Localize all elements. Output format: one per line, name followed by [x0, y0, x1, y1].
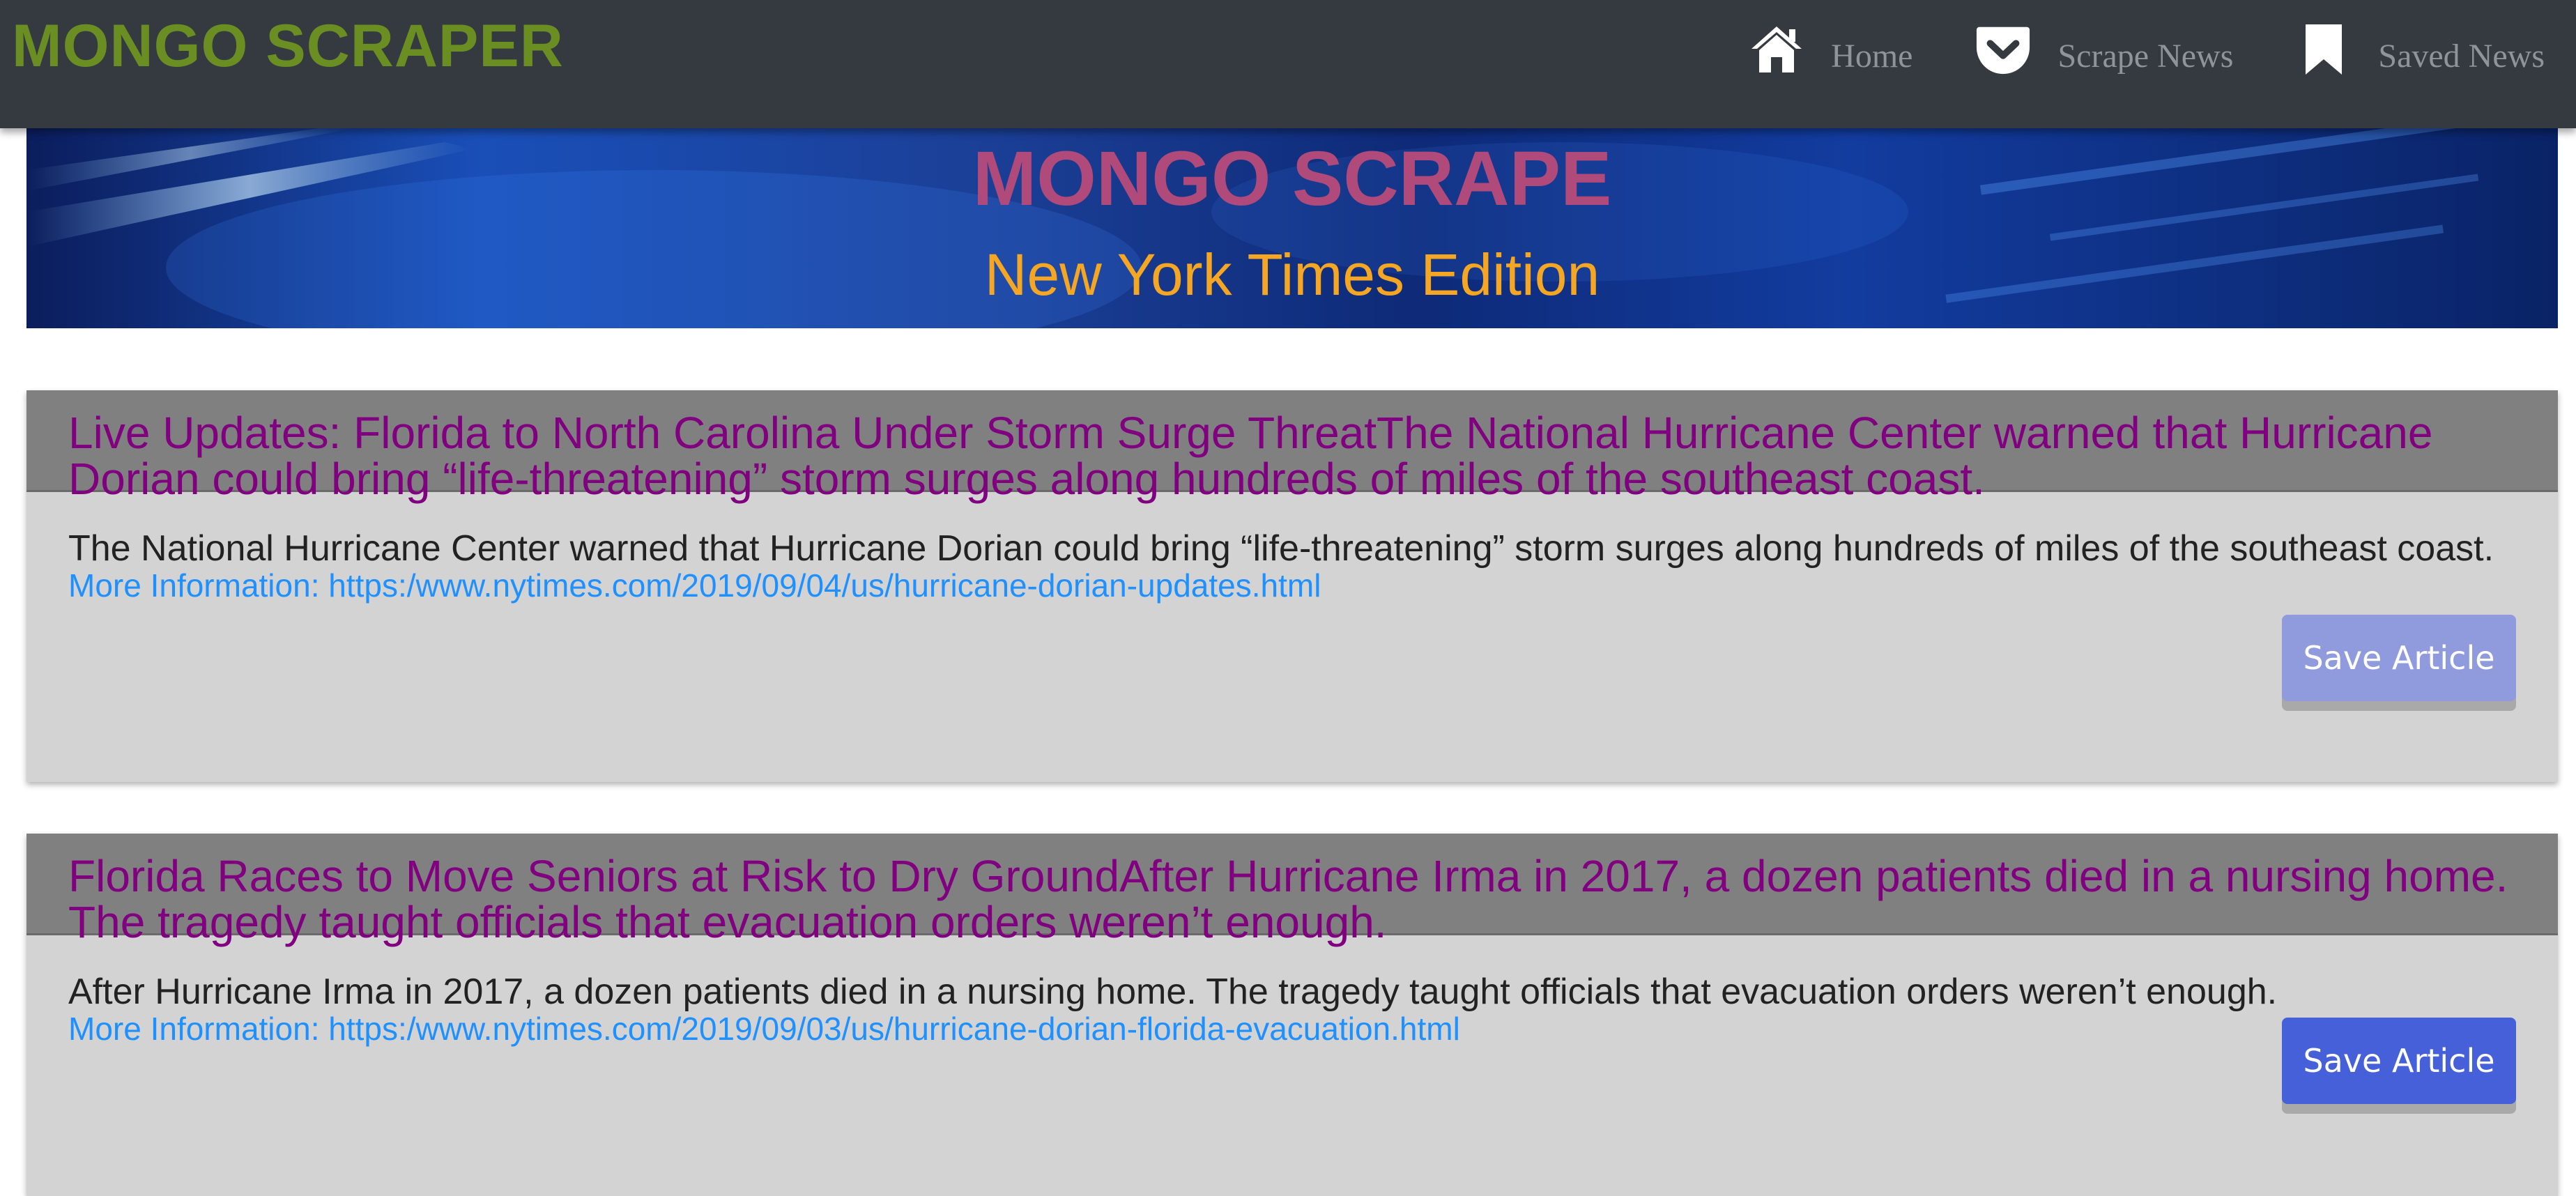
bookmark-icon [2296, 22, 2352, 77]
article-card-header: Florida Races to Move Seniors at Risk to… [26, 834, 2558, 945]
article-card: Live Updates: Florida to North Carolina … [26, 390, 2558, 782]
nav-label-scrape-news: Scrape News [2057, 37, 2234, 75]
nav-label-home: Home [1831, 37, 1913, 75]
article-card-header: Live Updates: Florida to North Carolina … [26, 390, 2558, 502]
hero-subtitle: New York Times Edition [984, 242, 1600, 307]
hero-title: MONGO SCRAPE [972, 136, 1612, 222]
nav-item-saved-news[interactable]: Saved News [2296, 22, 2545, 77]
article-link[interactable]: More Information: https:/www.nytimes.com… [68, 1011, 1460, 1047]
article-summary: After Hurricane Irma in 2017, a dozen pa… [68, 972, 2278, 1012]
article-title: Florida Races to Move Seniors at Risk to… [68, 851, 2508, 947]
article-card-body: The National Hurricane Center warned tha… [26, 492, 2558, 701]
pocket-icon [1975, 22, 2031, 77]
hero-banner: MONGO SCRAPE New York Times Edition [26, 128, 2558, 328]
article-title: Live Updates: Florida to North Carolina … [68, 408, 2433, 504]
nav-item-home[interactable]: Home [1749, 22, 1912, 77]
save-article-button[interactable]: Save Article [2282, 615, 2516, 701]
article-summary: The National Hurricane Center warned tha… [68, 528, 2494, 569]
nav-label-saved-news: Saved News [2378, 37, 2545, 75]
article-link[interactable]: More Information: https:/www.nytimes.com… [68, 567, 1321, 604]
article-card: Florida Races to Move Seniors at Risk to… [26, 834, 2558, 1196]
brand-logo[interactable]: MONGO SCRAPER [12, 13, 564, 79]
nav-menu: Home Scrape News Saved News [1686, 18, 2545, 81]
home-icon [1749, 22, 1804, 77]
article-card-body: After Hurricane Irma in 2017, a dozen pa… [26, 935, 2558, 1104]
hero-background-image [26, 128, 2479, 328]
nav-item-scrape-news[interactable]: Scrape News [1975, 22, 2233, 77]
save-article-button[interactable]: Save Article [2282, 1018, 2516, 1104]
navbar: MONGO SCRAPER Home Scrape News [0, 0, 2576, 128]
